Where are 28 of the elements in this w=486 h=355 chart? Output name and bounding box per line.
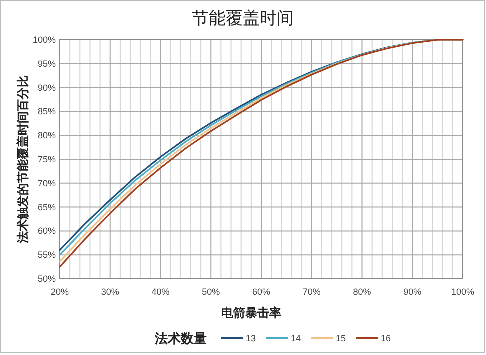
y-tick-label: 70% bbox=[38, 178, 56, 188]
x-tick-label: 50% bbox=[202, 287, 220, 297]
y-tick-label: 80% bbox=[38, 130, 56, 141]
legend-label: 14 bbox=[291, 334, 302, 344]
x-tick-label: 60% bbox=[252, 287, 271, 297]
x-tick-label: 20% bbox=[50, 287, 70, 297]
y-tick-label: 95% bbox=[38, 58, 56, 69]
x-tick-label: 80% bbox=[353, 287, 372, 297]
legend-label: 15 bbox=[336, 334, 346, 344]
x-axis-title: 电箭暴击率 bbox=[222, 306, 282, 320]
legend-title: 法术数量 bbox=[154, 331, 207, 346]
y-tick-label: 65% bbox=[38, 202, 56, 212]
legend-label: 13 bbox=[246, 334, 256, 344]
y-tick-label: 85% bbox=[38, 106, 56, 117]
y-tick-label: 55% bbox=[38, 250, 56, 260]
y-tick-label: 75% bbox=[38, 154, 56, 164]
y-tick-label: 90% bbox=[38, 82, 56, 93]
y-tick-label: 50% bbox=[38, 274, 56, 284]
x-tick-label: 40% bbox=[152, 287, 170, 297]
y-tick-label: 100% bbox=[32, 35, 56, 45]
x-tick-label: 30% bbox=[101, 287, 120, 297]
x-tick-label: 90% bbox=[404, 287, 422, 297]
x-tick-label: 70% bbox=[302, 287, 321, 297]
y-axis-title: 法术触发的节能覆盖时间百分比 bbox=[16, 76, 30, 244]
y-tick-label: 60% bbox=[38, 226, 56, 236]
legend-label: 16 bbox=[381, 334, 392, 344]
x-tick-label: 100% bbox=[451, 287, 475, 297]
chart-title: 节能覆盖时间 bbox=[192, 9, 294, 29]
